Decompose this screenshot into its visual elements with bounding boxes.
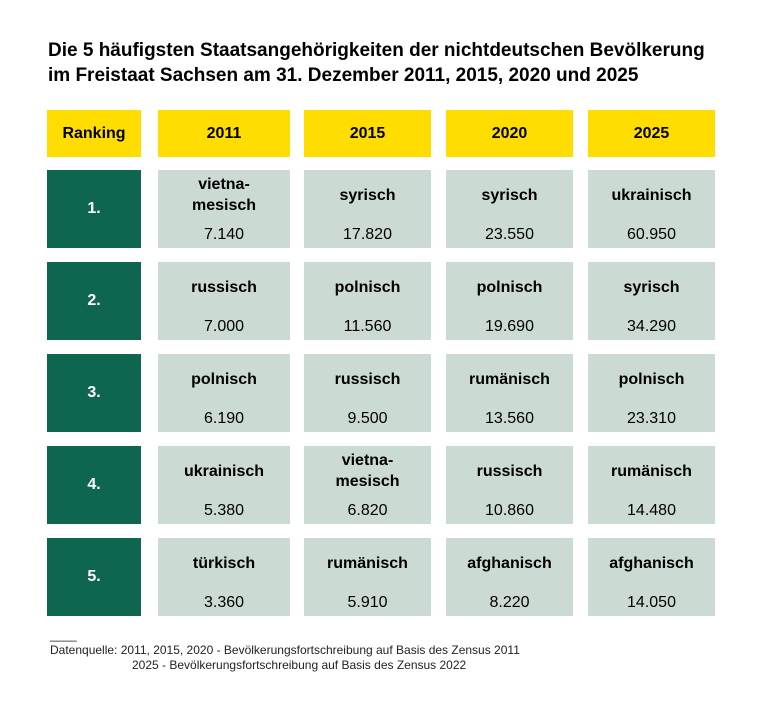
rank-label: 2. xyxy=(47,262,141,340)
nationality-name: rumänisch xyxy=(469,370,550,388)
table-cell: rumänisch 13.560 xyxy=(446,354,573,432)
header-year-2015: 2015 xyxy=(304,110,431,157)
population-value: 14.480 xyxy=(627,502,676,519)
table-cell: polnisch 19.690 xyxy=(446,262,573,340)
table-cell: russisch 10.860 xyxy=(446,446,573,524)
header-year-2011: 2011 xyxy=(158,110,290,157)
table-cell: afghanisch 8.220 xyxy=(446,538,573,616)
table-cell: russisch 7.000 xyxy=(158,262,290,340)
population-value: 13.560 xyxy=(485,410,534,427)
population-value: 6.190 xyxy=(203,410,245,427)
population-value: 60.950 xyxy=(627,226,676,243)
nationality-name: türkisch xyxy=(192,554,256,572)
nationality-name: rumänisch xyxy=(327,554,408,572)
header-ranking: Ranking xyxy=(47,110,141,157)
nationality-name: ukrainisch xyxy=(611,186,692,204)
source-note: Datenquelle: 2011, 2015, 2020 - Bevölker… xyxy=(50,643,520,673)
table-cell: afghanisch 14.050 xyxy=(588,538,715,616)
source-line-2: 2025 - Bevölkerungsfortschreibung auf Ba… xyxy=(132,658,467,672)
table-cell: vietna- mesisch 7.140 xyxy=(158,170,290,248)
table-cell: syrisch 34.290 xyxy=(588,262,715,340)
nationality-name: rumänisch xyxy=(611,462,692,480)
table-cell: vietna- mesisch 6.820 xyxy=(304,446,431,524)
nationality-name: ukrainisch xyxy=(183,462,265,480)
population-value: 23.550 xyxy=(485,226,534,243)
nationality-name: russisch xyxy=(476,462,543,480)
population-value: 11.560 xyxy=(343,318,392,335)
table-cell: russisch 9.500 xyxy=(304,354,431,432)
population-value: 14.050 xyxy=(627,594,676,611)
population-value: 8.220 xyxy=(489,594,530,611)
nationality-name: polnisch xyxy=(618,370,685,388)
population-value: 19.690 xyxy=(485,318,534,335)
nationality-name: syrisch xyxy=(623,278,680,296)
rank-label: 5. xyxy=(47,538,141,616)
nationality-name: afghanisch xyxy=(467,554,552,572)
header-year-2020: 2020 xyxy=(446,110,573,157)
footnote-separator: ____ xyxy=(50,628,77,642)
nationality-name: polnisch xyxy=(334,278,401,296)
population-value: 34.290 xyxy=(627,318,676,335)
rank-label: 4. xyxy=(47,446,141,524)
population-value: 6.820 xyxy=(347,502,388,519)
table-cell: polnisch 23.310 xyxy=(588,354,715,432)
rank-label: 1. xyxy=(47,170,141,248)
population-value: 7.140 xyxy=(203,226,245,243)
nationality-name: vietna- mesisch xyxy=(191,176,257,214)
table-cell: rumänisch 14.480 xyxy=(588,446,715,524)
nationality-name: russisch xyxy=(191,278,257,296)
population-value: 9.500 xyxy=(347,410,388,427)
source-line-1: Datenquelle: 2011, 2015, 2020 - Bevölker… xyxy=(50,643,520,657)
table-cell: polnisch 11.560 xyxy=(304,262,431,340)
population-value: 17.820 xyxy=(343,226,392,243)
nationality-name: syrisch xyxy=(481,186,538,204)
population-value: 7.000 xyxy=(203,318,245,335)
nationality-name: polnisch xyxy=(191,370,257,388)
header-year-2025: 2025 xyxy=(588,110,715,157)
title-line-2: im Freistaat Sachsen am 31. Dezember 201… xyxy=(48,65,639,86)
title-line-1: Die 5 häufigsten Staatsangehörigkeiten d… xyxy=(48,40,705,61)
population-value: 10.860 xyxy=(485,502,534,519)
population-value: 23.310 xyxy=(627,410,676,427)
nationality-name: vietna- mesisch xyxy=(335,452,400,490)
table-cell: polnisch 6.190 xyxy=(158,354,290,432)
table-cell: syrisch 17.820 xyxy=(304,170,431,248)
rank-label: 3. xyxy=(47,354,141,432)
table-cell: syrisch 23.550 xyxy=(446,170,573,248)
table-cell: ukrainisch 5.380 xyxy=(158,446,290,524)
table-cell: ukrainisch 60.950 xyxy=(588,170,715,248)
nationality-name: polnisch xyxy=(476,278,543,296)
table-cell: rumänisch 5.910 xyxy=(304,538,431,616)
nationality-name: afghanisch xyxy=(609,554,694,572)
nationality-name: syrisch xyxy=(339,186,396,204)
population-value: 5.910 xyxy=(347,594,388,611)
table-cell: türkisch 3.360 xyxy=(158,538,290,616)
chart-title: Die 5 häufigsten Staatsangehörigkeiten d… xyxy=(48,38,768,88)
nationality-name: russisch xyxy=(334,370,401,388)
population-value: 3.360 xyxy=(203,594,245,611)
population-value: 5.380 xyxy=(203,502,245,519)
